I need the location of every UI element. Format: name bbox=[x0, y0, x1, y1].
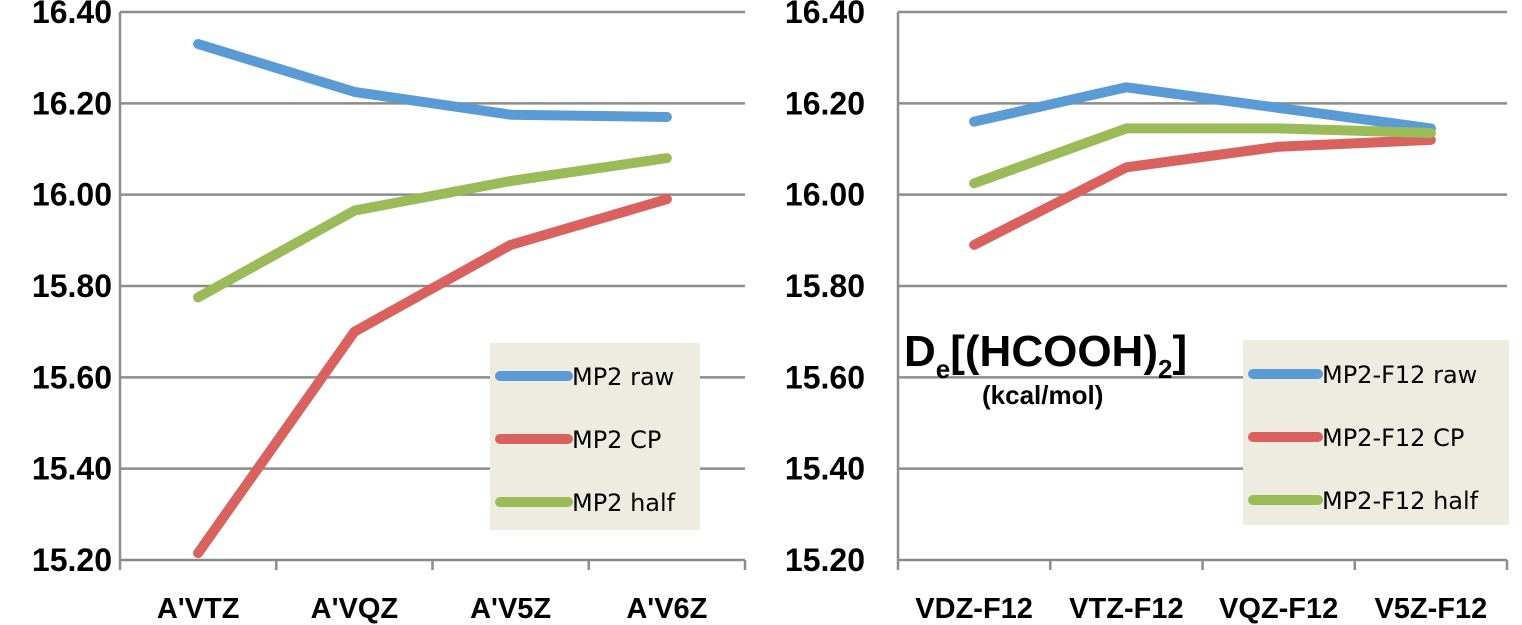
data-point bbox=[1125, 86, 1127, 88]
legend-label: MP2 CP bbox=[572, 426, 661, 454]
y-tick-label: 16.00 bbox=[785, 177, 865, 213]
data-point bbox=[1125, 166, 1127, 168]
data-point bbox=[1430, 132, 1432, 134]
data-point bbox=[197, 296, 199, 298]
data-point bbox=[666, 116, 668, 118]
annotation-bracket-subscript: 2 bbox=[1158, 354, 1172, 384]
legend: MP2-F12 raw MP2-F12 CP MP2-F12 half bbox=[1243, 340, 1509, 525]
x-tick-label: A'V6Z bbox=[626, 593, 707, 625]
annotation-bracket-close: ] bbox=[1172, 327, 1187, 376]
x-tick-label: A'V5Z bbox=[470, 593, 551, 625]
x-tick-label: A'VQZ bbox=[311, 593, 398, 625]
annotation-main: D bbox=[904, 327, 936, 376]
data-point bbox=[666, 157, 668, 159]
y-tick-label: 16.40 bbox=[32, 0, 112, 30]
y-tick-label: 15.20 bbox=[785, 542, 865, 578]
y-tick-label: 15.60 bbox=[32, 359, 112, 395]
data-point bbox=[353, 91, 355, 93]
data-point bbox=[1430, 139, 1432, 141]
series-line bbox=[193, 39, 672, 122]
data-point bbox=[1278, 146, 1280, 148]
y-tick-label: 15.60 bbox=[785, 359, 865, 395]
series-line bbox=[969, 82, 1436, 134]
x-tick-label: VQZ-F12 bbox=[1219, 593, 1338, 625]
series-line bbox=[969, 134, 1436, 250]
legend-label: MP2 half bbox=[572, 489, 676, 517]
y-tick-label: 15.40 bbox=[32, 451, 112, 487]
annotation-bracket: [(HCOOH) bbox=[950, 327, 1158, 376]
y-tick-label: 15.80 bbox=[32, 268, 112, 304]
data-point bbox=[197, 43, 199, 45]
data-point bbox=[973, 121, 975, 123]
data-point bbox=[510, 180, 512, 182]
data-point bbox=[1278, 127, 1280, 129]
legend-label: MP2-F12 raw bbox=[1322, 361, 1477, 389]
y-tick-label: 15.80 bbox=[785, 268, 865, 304]
y-tick-label: 16.20 bbox=[32, 85, 112, 121]
chart-panel-right: 15.20 15.40 15.60 15.80 16.00 16.20 16.40 VDZ-F… bbox=[785, 0, 1509, 625]
y-tick-label: 15.40 bbox=[785, 451, 865, 487]
x-tick-label: VTZ-F12 bbox=[1069, 593, 1183, 625]
legend-label: MP2 raw bbox=[572, 363, 674, 391]
data-point bbox=[510, 114, 512, 116]
chart-annotation: De[(HCOOH)2] (kcal/mol) bbox=[904, 327, 1187, 410]
svg-text:De[(HCOOH)2]: De[(HCOOH)2] bbox=[904, 327, 1187, 384]
x-tick-label: VDZ-F12 bbox=[915, 593, 1033, 625]
series-line bbox=[969, 123, 1436, 189]
data-point bbox=[353, 210, 355, 212]
annotation-main-subscript: e bbox=[936, 354, 950, 384]
data-point bbox=[1278, 107, 1280, 109]
data-point bbox=[1125, 127, 1127, 129]
y-tick-label: 16.00 bbox=[32, 177, 112, 213]
data-point bbox=[666, 198, 668, 200]
x-tick-label: V5Z-F12 bbox=[1374, 593, 1487, 625]
legend-label: MP2-F12 half bbox=[1322, 487, 1479, 515]
data-point bbox=[353, 331, 355, 333]
series-line bbox=[193, 194, 672, 559]
annotation-units: (kcal/mol) bbox=[982, 380, 1103, 410]
y-tick-label: 16.40 bbox=[785, 0, 865, 30]
x-tick-label: A'VTZ bbox=[157, 593, 240, 625]
data-point bbox=[197, 552, 199, 554]
data-point bbox=[510, 244, 512, 246]
series-line bbox=[193, 153, 672, 303]
legend-label: MP2-F12 CP bbox=[1322, 424, 1464, 452]
chart-panel-left: 15.20 15.40 15.60 15.80 16.00 16.20 16.40 A'VTZ… bbox=[32, 0, 747, 625]
data-point bbox=[973, 244, 975, 246]
legend: MP2 raw MP2 CP MP2 half bbox=[490, 343, 700, 530]
y-tick-label: 16.20 bbox=[785, 85, 865, 121]
data-point bbox=[973, 182, 975, 184]
y-tick-label: 15.20 bbox=[32, 542, 112, 578]
